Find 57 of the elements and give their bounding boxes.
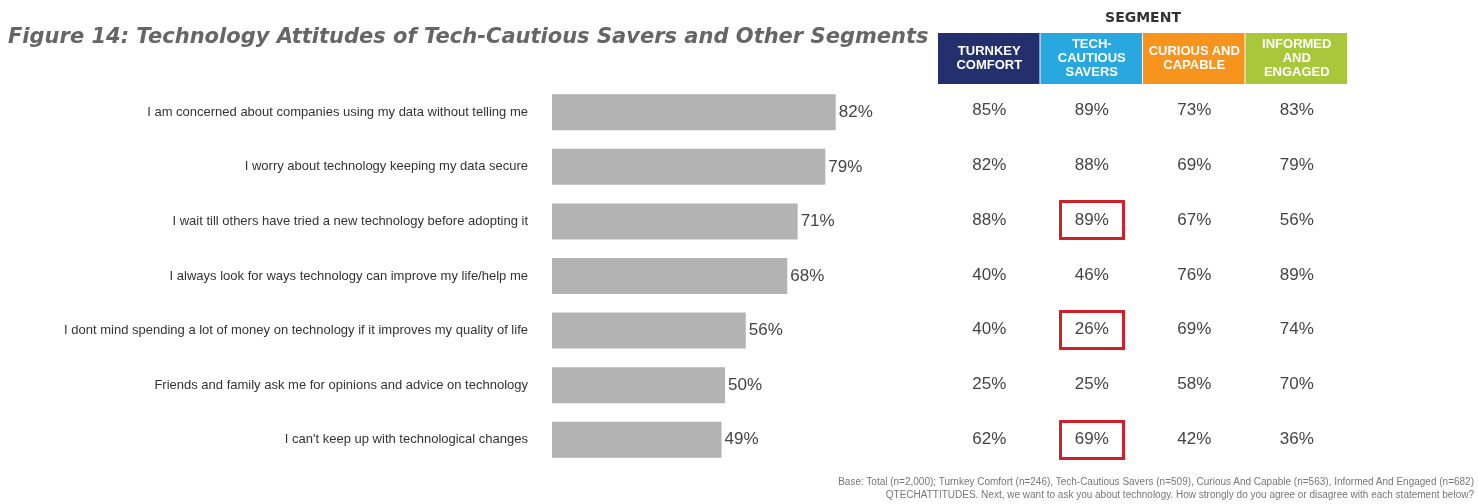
x-tick-label: CURIOUS AND CAPABLE bbox=[1148, 43, 1240, 73]
data-label: 79% bbox=[828, 156, 863, 176]
data-label: 42% bbox=[1177, 429, 1212, 449]
data-label: 50% bbox=[728, 374, 763, 394]
data-label: 82% bbox=[838, 101, 873, 121]
data-label: 69% bbox=[1177, 319, 1212, 339]
x-tick-label: TURNKEY COMFORT bbox=[956, 43, 1023, 73]
bar bbox=[552, 367, 725, 404]
x-tick-label: INFORMED AND ENGAGED bbox=[1262, 36, 1332, 80]
x-tick-label: TECH-CAUTIOUS SAVERS bbox=[1057, 36, 1127, 80]
data-label: 40% bbox=[972, 319, 1007, 339]
bar bbox=[552, 421, 722, 458]
data-label: 73% bbox=[1177, 99, 1212, 119]
data-label: 36% bbox=[1279, 429, 1314, 449]
data-label: 58% bbox=[1177, 374, 1212, 394]
chart-title: SEGMENT bbox=[1105, 9, 1182, 26]
data-label: 89% bbox=[1279, 264, 1314, 284]
bar bbox=[552, 312, 746, 349]
data-label: 89% bbox=[1074, 99, 1109, 119]
bar bbox=[552, 257, 788, 295]
data-label: 49% bbox=[724, 429, 759, 449]
y-tick-label: I dont mind spending a lot of money on technology if it improves my quality of life bbox=[64, 322, 528, 338]
data-label: 71% bbox=[800, 211, 835, 231]
data-label: 62% bbox=[972, 429, 1007, 449]
y-tick-label: Friends and family ask me for opinions and advice on technology bbox=[154, 376, 529, 392]
data-label: 79% bbox=[1279, 154, 1314, 174]
data-label: 83% bbox=[1279, 99, 1314, 119]
bar bbox=[552, 94, 836, 131]
y-tick-label: I always look for ways technology can improve my life/help me bbox=[169, 267, 528, 283]
data-label: 88% bbox=[1074, 154, 1109, 174]
data-label: 46% bbox=[1074, 264, 1109, 284]
data-label: 67% bbox=[1177, 209, 1212, 229]
text: QTECHATTITUDES. Next, we want to ask you about technology. How strongly do you agree or disagree with each statement below? bbox=[885, 489, 1474, 500]
bar bbox=[552, 148, 826, 185]
data-label: 88% bbox=[972, 209, 1007, 229]
text: Base: Total (n=2,000); Turnkey Comfort (n=246), Tech-Cautious Savers (n=509), Curious And Capable (n=563), Informed And Engaged (n=682) bbox=[838, 476, 1474, 487]
data-label: 70% bbox=[1279, 374, 1314, 394]
data-label: 25% bbox=[1074, 374, 1109, 394]
data-label: 69% bbox=[1177, 154, 1212, 174]
chart-title: Figure 14: Technology Attitudes of Tech-Cautious Savers and Other Segments bbox=[8, 24, 929, 48]
data-label: 40% bbox=[972, 264, 1007, 284]
data-label: 89% bbox=[1074, 209, 1109, 229]
data-label: 69% bbox=[1074, 429, 1109, 449]
data-label: 56% bbox=[1279, 209, 1314, 229]
y-tick-label: I worry about technology keeping my data secure bbox=[244, 158, 528, 174]
data-label: 85% bbox=[972, 99, 1007, 119]
data-label: 56% bbox=[748, 320, 783, 340]
y-tick-label: I can't keep up with technological changes bbox=[284, 431, 529, 447]
data-label: 26% bbox=[1074, 319, 1109, 339]
data-label: 25% bbox=[972, 374, 1007, 394]
bar bbox=[552, 203, 798, 240]
y-tick-label: I wait till others have tried a new technology before adopting it bbox=[172, 213, 529, 229]
data-label: 76% bbox=[1177, 264, 1212, 284]
data-label: 74% bbox=[1279, 319, 1314, 339]
data-label: 68% bbox=[790, 265, 825, 285]
data-label: 82% bbox=[972, 154, 1007, 174]
y-tick-label: I am concerned about companies using my data without telling me bbox=[147, 103, 528, 119]
